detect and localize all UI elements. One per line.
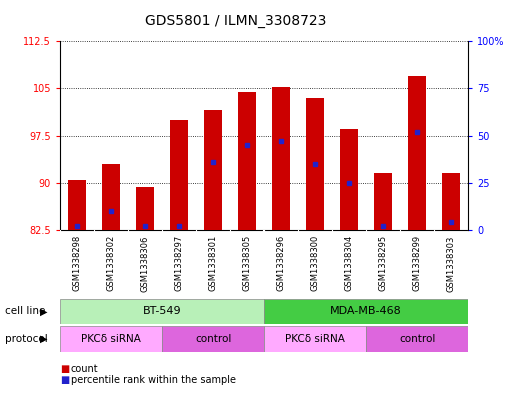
Text: GSM1338298: GSM1338298 [73, 235, 82, 292]
Text: GSM1338300: GSM1338300 [311, 235, 320, 292]
Text: ■: ■ [60, 375, 70, 386]
Text: ■: ■ [60, 364, 70, 374]
Bar [366, 326, 468, 352]
Text: ▶: ▶ [40, 334, 48, 344]
Bar [60, 299, 264, 324]
Text: GSM1338301: GSM1338301 [209, 235, 218, 292]
Bar [340, 129, 358, 230]
Bar [374, 173, 392, 230]
Bar [408, 76, 426, 230]
Text: MDA-MB-468: MDA-MB-468 [330, 307, 402, 316]
Bar [272, 87, 290, 230]
Text: cell line: cell line [5, 307, 46, 316]
Bar [68, 180, 86, 230]
Text: GSM1338295: GSM1338295 [379, 235, 388, 291]
Text: PKCδ siRNA: PKCδ siRNA [285, 334, 345, 344]
Bar [442, 173, 460, 230]
Bar [102, 164, 120, 230]
Text: ▶: ▶ [40, 307, 48, 316]
Text: GSM1338304: GSM1338304 [345, 235, 354, 292]
Text: BT-549: BT-549 [143, 307, 181, 316]
Bar [264, 299, 468, 324]
Text: GSM1338305: GSM1338305 [243, 235, 252, 292]
Text: count: count [71, 364, 98, 374]
Text: control: control [399, 334, 435, 344]
Text: control: control [195, 334, 231, 344]
Text: GSM1338302: GSM1338302 [107, 235, 116, 292]
Bar [264, 326, 366, 352]
Text: GSM1338303: GSM1338303 [447, 235, 456, 292]
Bar [306, 98, 324, 230]
Bar [204, 110, 222, 230]
Bar [162, 326, 264, 352]
Bar [238, 92, 256, 230]
Text: protocol: protocol [5, 334, 48, 344]
Text: GSM1338306: GSM1338306 [141, 235, 150, 292]
Bar [60, 326, 162, 352]
Text: percentile rank within the sample: percentile rank within the sample [71, 375, 235, 386]
Text: GSM1338297: GSM1338297 [175, 235, 184, 292]
Bar [136, 187, 154, 230]
Text: GSM1338296: GSM1338296 [277, 235, 286, 292]
Text: PKCδ siRNA: PKCδ siRNA [81, 334, 141, 344]
Text: GSM1338299: GSM1338299 [413, 235, 422, 291]
Bar [170, 120, 188, 230]
Text: GDS5801 / ILMN_3308723: GDS5801 / ILMN_3308723 [145, 14, 326, 28]
